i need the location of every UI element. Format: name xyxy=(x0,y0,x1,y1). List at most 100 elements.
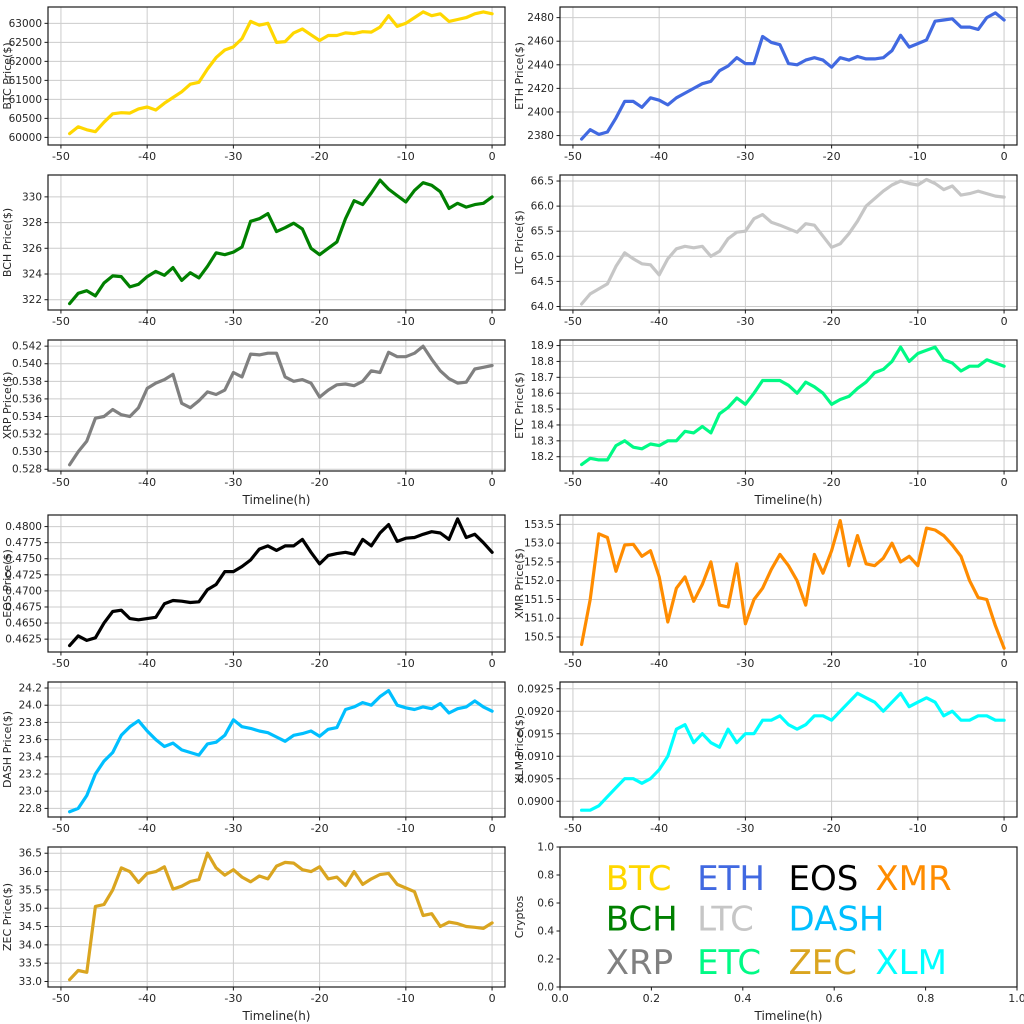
chart-dash: -50 -40 -30 -20 -10 0 22.8 23.0 23.2 23.4 23.6 23.8… xyxy=(0,675,512,840)
y-tick-label: 0.0915 xyxy=(517,728,554,740)
y-tick-label: 60000 xyxy=(9,132,42,144)
y-tick-label: 324 xyxy=(22,269,42,281)
x-tick-label: -40 xyxy=(138,992,156,1005)
x-tick-label: -20 xyxy=(311,476,329,489)
y-tick-label: 0.532 xyxy=(12,429,42,441)
x-tick-label: -30 xyxy=(224,657,242,670)
y-tick-label: 0.0905 xyxy=(517,773,554,785)
x-tick-label: -50 xyxy=(564,315,582,328)
y-axis-label: XRP Price($) xyxy=(1,372,14,440)
eos-price-line xyxy=(67,517,494,648)
y-tick-label: 24.2 xyxy=(19,683,42,695)
y-tick-label: 23.0 xyxy=(19,786,42,798)
x-tick-label: -30 xyxy=(736,315,754,328)
y-tick-label: 0.4725 xyxy=(5,569,42,581)
plot-border xyxy=(559,514,1018,653)
y-tick-label: 152.5 xyxy=(524,556,554,568)
y-tick-label: 60500 xyxy=(9,113,42,125)
x-tick-label: 0 xyxy=(489,150,496,163)
y-tick-label: 0.0910 xyxy=(517,751,554,763)
y-tick-label: 2400 xyxy=(527,106,554,118)
y-tick-label: 0.540 xyxy=(12,358,42,370)
chart-eth: -50 -40 -30 -20 -10 0 2380 2400 2420 2440 2460 2480… xyxy=(512,0,1024,168)
x-tick-label: -30 xyxy=(736,476,754,489)
bch-chart-svg: -50 -40 -30 -20 -10 0 322 324 326 328 330 BCH Price… xyxy=(1,174,506,328)
y-tick-label: 33.0 xyxy=(19,976,42,988)
x-tick-label: -10 xyxy=(397,315,415,328)
y-tick-label: 35.5 xyxy=(19,884,42,896)
etc-price-line xyxy=(579,345,1006,467)
x-tick-label: 1.0 xyxy=(1008,992,1024,1005)
y-tick-label: 33.5 xyxy=(19,958,42,970)
y-tick-label: 22.8 xyxy=(19,803,42,815)
x-tick-label: -20 xyxy=(311,822,329,835)
y-tick-label: 0.0900 xyxy=(517,796,554,808)
x-tick-label: -40 xyxy=(650,315,668,328)
xlm-price-line xyxy=(579,691,1006,812)
y-tick-label: 151.5 xyxy=(524,594,554,606)
y-tick-label: 23.2 xyxy=(19,769,42,781)
ltc-chart-svg: -50 -40 -30 -20 -10 0 64.0 64.5 65.0 65.5 66.0 66.5… xyxy=(513,174,1018,328)
y-tick-label: 0.6 xyxy=(537,898,554,910)
xrp-price-line xyxy=(67,344,494,467)
x-tick-label: -20 xyxy=(311,150,329,163)
x-tick-label: -30 xyxy=(224,315,242,328)
y-tick-label: 36.5 xyxy=(19,848,42,860)
y-tick-label: 65.0 xyxy=(531,251,554,263)
x-tick-label: -30 xyxy=(224,476,242,489)
chart-ltc: -50 -40 -30 -20 -10 0 64.0 64.5 65.0 65.5 66.0 66.5… xyxy=(512,168,1024,333)
y-tick-label: 0.4650 xyxy=(5,618,42,630)
chart-btc: -50 -40 -30 -20 -10 0 60000 60500 61000 61500 6200… xyxy=(0,0,512,168)
x-tick-label: -40 xyxy=(138,476,156,489)
y-tick-label: 18.5 xyxy=(531,404,554,416)
x-tick-label: -40 xyxy=(650,822,668,835)
x-tick-label: -20 xyxy=(823,315,841,328)
chart-xmr: -50 -40 -30 -20 -10 0 150.5 151.0 151.5 152.0 152.… xyxy=(512,508,1024,675)
y-tick-label: 0.0 xyxy=(537,982,554,994)
y-tick-label: 35.0 xyxy=(19,903,42,915)
x-tick-label: 0 xyxy=(1001,822,1008,835)
y-tick-label: 61500 xyxy=(9,75,42,87)
xmr-chart-svg: -50 -40 -30 -20 -10 0 150.5 151.0 151.5 152.0 152.… xyxy=(513,514,1018,670)
chart-bch: -50 -40 -30 -20 -10 0 322 324 326 328 330 BCH Price… xyxy=(0,168,512,333)
chart-xlm: -50 -40 -30 -20 -10 0 0.0900 0.0905 0.0910 0.0915… xyxy=(512,675,1024,840)
chart-zec: -50 -40 -30 -20 -10 0 33.0 33.5 34.0 34.5 35.0 35.5… xyxy=(0,840,512,1024)
x-tick-label: -50 xyxy=(564,150,582,163)
y-tick-label: 63000 xyxy=(9,18,42,30)
x-tick-label: 0 xyxy=(489,657,496,670)
y-tick-label: 0.4750 xyxy=(5,553,42,565)
y-axis-label: LTC Price($) xyxy=(513,210,526,274)
plot-border xyxy=(47,174,506,311)
x-axis-label: Timeline(h) xyxy=(242,1009,311,1023)
legend-label-etc: ETC xyxy=(697,943,761,983)
y-axis-label: BCH Price($) xyxy=(1,208,14,277)
y-tick-label: 23.8 xyxy=(19,717,42,729)
x-tick-label: 0.6 xyxy=(825,992,843,1005)
plot-border xyxy=(559,339,1018,472)
y-tick-label: 0.4625 xyxy=(5,634,42,646)
x-tick-label: -40 xyxy=(138,150,156,163)
y-axis-label: ETH Price($) xyxy=(513,42,526,110)
y-tick-label: 34.0 xyxy=(19,939,42,951)
x-tick-label: 0 xyxy=(489,822,496,835)
y-axis-label: EOS Price($) xyxy=(1,549,14,618)
x-tick-label: 0 xyxy=(1001,657,1008,670)
y-tick-label: 326 xyxy=(22,243,42,255)
y-axis-label: BTC Price($) xyxy=(1,42,14,109)
plot-border xyxy=(47,846,506,988)
x-tick-label: -40 xyxy=(138,657,156,670)
x-tick-label: -50 xyxy=(52,992,70,1005)
x-tick-label: 0.4 xyxy=(734,992,752,1005)
y-tick-label: 2480 xyxy=(527,12,554,24)
y-tick-label: 64.0 xyxy=(531,301,554,313)
x-tick-label: 0 xyxy=(1001,476,1008,489)
y-tick-label: 150.5 xyxy=(524,631,554,643)
ltc-price-line xyxy=(579,177,1006,306)
y-tick-label: 34.5 xyxy=(19,921,42,933)
y-tick-label: 0.528 xyxy=(12,464,42,476)
legend-label-ltc: LTC xyxy=(697,899,754,939)
y-tick-label: 0.8 xyxy=(537,870,554,882)
chart-etc: -50 -40 -30 -20 -10 0 18.2 18.3 18.4 18.5 18.6 18.7… xyxy=(512,333,1024,508)
y-tick-label: 0.530 xyxy=(12,446,42,458)
y-tick-label: 65.5 xyxy=(531,226,554,238)
